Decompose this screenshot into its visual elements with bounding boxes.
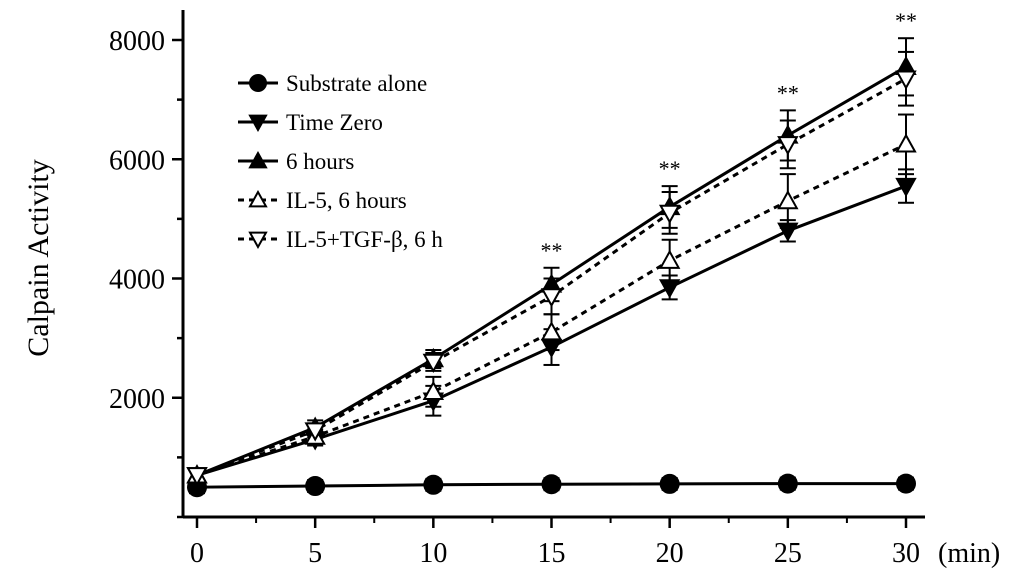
legend-marker [248,231,268,250]
significance-annotation: ** [895,8,917,33]
legend-label: 6 hours [286,149,354,174]
data-point [658,279,681,299]
x-tick-label: 25 [774,538,802,569]
data-point [895,70,917,90]
data-point [422,380,445,400]
data-point [659,473,680,494]
x-axis-unit: (min) [938,538,1000,569]
data-point [304,422,326,442]
data-point [895,177,917,198]
y-tick-label: 4000 [109,265,165,296]
x-tick-label: 30 [892,538,920,569]
data-point [658,249,681,269]
legend-label: Time Zero [286,110,383,135]
data-point [541,474,562,495]
data-point [186,467,208,487]
y-tick-label: 2000 [109,384,165,415]
data-point [423,474,444,495]
significance-annotation: ** [541,238,563,263]
x-tick-label: 15 [538,538,566,569]
x-tick-label: 10 [419,538,447,569]
data-point [540,338,563,359]
x-tick-label: 0 [190,538,204,569]
data-point [777,473,798,494]
y-axis-label: Calpain Activity [22,159,55,356]
legend-marker [248,114,268,133]
legend-marker [248,150,268,169]
legend-marker [249,74,267,92]
data-point [895,133,917,153]
y-tick-label: 6000 [109,145,165,176]
significance-annotation: ** [659,156,681,181]
data-point [305,475,326,496]
data-point [422,353,445,374]
data-point [540,288,563,308]
legend-marker [248,189,268,208]
x-tick-label: 20 [656,538,684,569]
legend-label: Substrate alone [286,71,427,96]
plot-area: 2000 4000 6000 8000 0 5 10 15 20 25 30 ** ** ** ** Subs… [109,8,925,569]
data-point [777,136,799,156]
legend-label: IL-5, 6 hours [286,188,407,213]
data-point [777,222,799,242]
data-point [658,204,681,224]
legend-label: IL-5+TGF-β, 6 h [286,227,443,252]
data-point [540,321,563,341]
significance-annotation: ** [777,80,799,105]
data-point [896,473,916,494]
x-tick-label: 5 [308,538,322,569]
data-point [777,189,799,210]
y-tick-label: 8000 [109,26,165,57]
